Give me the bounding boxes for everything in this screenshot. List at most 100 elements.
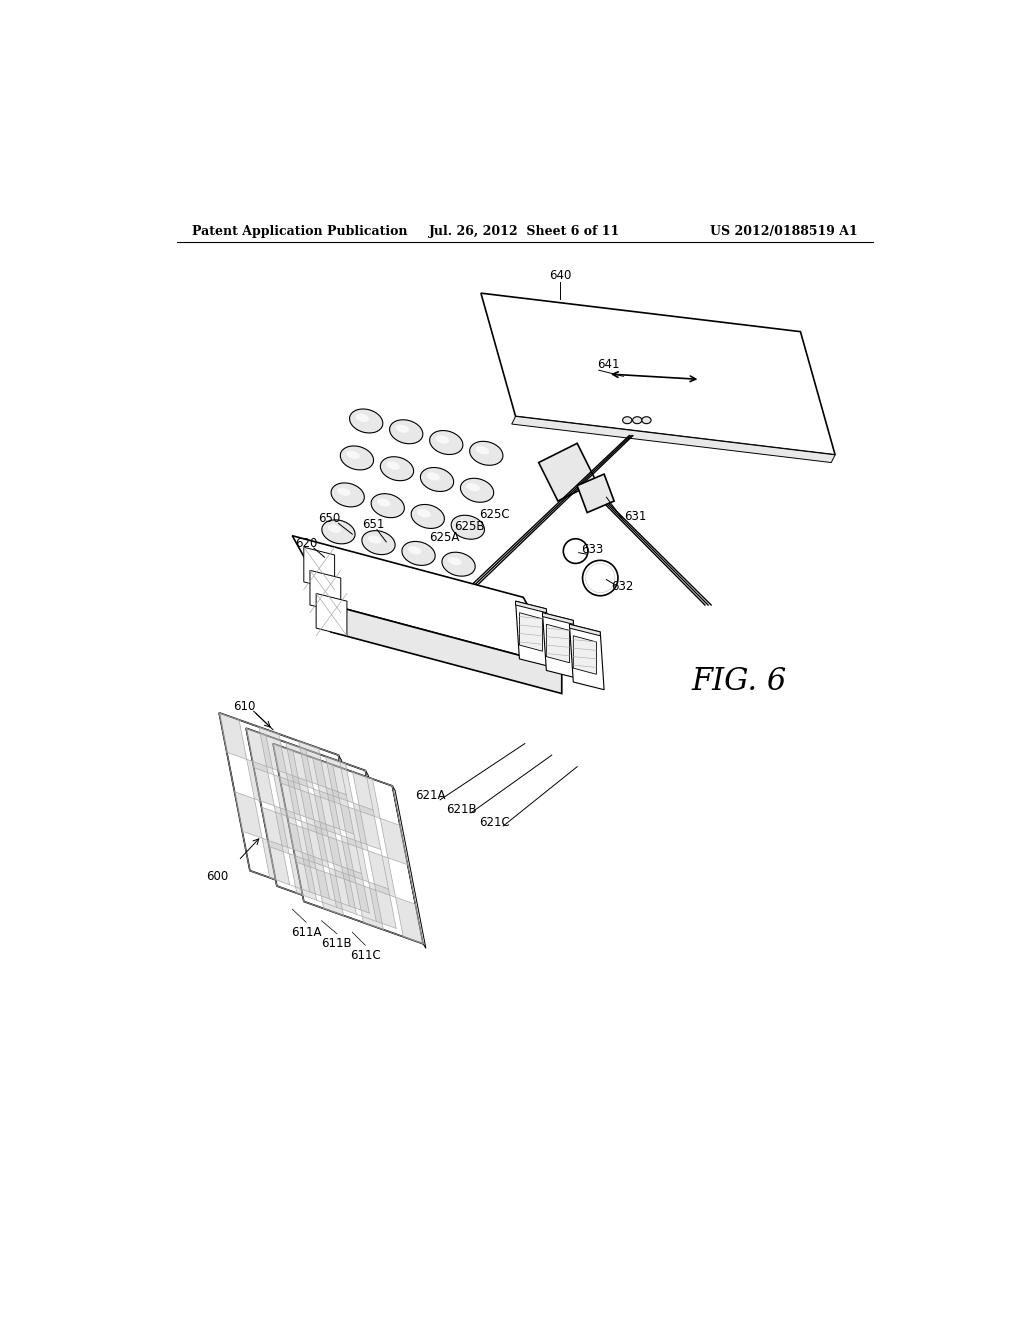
Ellipse shape	[452, 515, 484, 539]
Text: 620: 620	[295, 537, 317, 550]
Text: Patent Application Publication: Patent Application Publication	[193, 224, 408, 238]
Polygon shape	[519, 612, 543, 651]
Ellipse shape	[633, 417, 642, 424]
Polygon shape	[259, 727, 287, 774]
Text: 641: 641	[597, 358, 620, 371]
Polygon shape	[316, 594, 347, 636]
Polygon shape	[326, 756, 353, 803]
Polygon shape	[314, 820, 342, 866]
Ellipse shape	[563, 539, 588, 564]
Ellipse shape	[442, 552, 475, 576]
Ellipse shape	[380, 457, 414, 480]
Polygon shape	[286, 742, 313, 789]
Polygon shape	[273, 743, 423, 944]
Polygon shape	[395, 898, 423, 944]
Ellipse shape	[461, 478, 494, 502]
Ellipse shape	[371, 494, 404, 517]
Polygon shape	[289, 854, 316, 900]
Polygon shape	[234, 792, 262, 838]
Polygon shape	[312, 758, 340, 804]
Polygon shape	[515, 601, 550, 667]
Polygon shape	[339, 755, 372, 917]
Polygon shape	[273, 775, 301, 821]
Ellipse shape	[435, 436, 450, 444]
Polygon shape	[340, 804, 368, 851]
Ellipse shape	[401, 541, 435, 565]
Ellipse shape	[426, 473, 440, 480]
Polygon shape	[247, 759, 274, 805]
Text: FIG. 6: FIG. 6	[691, 667, 786, 697]
Polygon shape	[515, 601, 547, 612]
Polygon shape	[341, 836, 369, 882]
Polygon shape	[219, 713, 247, 759]
Text: 650: 650	[318, 512, 340, 525]
Text: 621B: 621B	[446, 803, 477, 816]
Text: 632: 632	[610, 579, 633, 593]
Polygon shape	[481, 293, 836, 455]
Text: 625C: 625C	[478, 508, 509, 520]
Text: 651: 651	[361, 517, 384, 531]
Ellipse shape	[368, 536, 381, 544]
Polygon shape	[246, 729, 396, 928]
Polygon shape	[299, 741, 327, 788]
Polygon shape	[302, 853, 330, 899]
Polygon shape	[316, 869, 344, 916]
Polygon shape	[273, 743, 301, 791]
Polygon shape	[274, 805, 302, 853]
Polygon shape	[368, 851, 395, 898]
Polygon shape	[219, 713, 370, 913]
Text: 611C: 611C	[350, 949, 381, 962]
Ellipse shape	[430, 430, 463, 454]
Ellipse shape	[421, 467, 454, 491]
Ellipse shape	[386, 462, 400, 470]
Text: 610: 610	[233, 700, 256, 713]
Polygon shape	[301, 791, 329, 837]
Text: Jul. 26, 2012  Sheet 6 of 11: Jul. 26, 2012 Sheet 6 of 11	[429, 224, 621, 238]
Polygon shape	[329, 837, 355, 883]
Ellipse shape	[340, 446, 374, 470]
Ellipse shape	[337, 487, 350, 496]
Polygon shape	[380, 818, 408, 865]
Polygon shape	[353, 803, 381, 850]
Polygon shape	[573, 636, 596, 675]
Polygon shape	[313, 789, 341, 836]
Polygon shape	[355, 883, 383, 929]
Polygon shape	[262, 838, 290, 884]
Polygon shape	[329, 867, 356, 915]
Polygon shape	[301, 821, 329, 867]
Ellipse shape	[642, 417, 651, 424]
Ellipse shape	[470, 441, 503, 465]
Text: 633: 633	[582, 543, 604, 556]
Polygon shape	[569, 624, 604, 689]
Ellipse shape	[389, 420, 423, 444]
Polygon shape	[512, 416, 836, 462]
Polygon shape	[539, 444, 596, 502]
Ellipse shape	[467, 483, 480, 491]
Ellipse shape	[417, 510, 431, 517]
Ellipse shape	[331, 483, 365, 507]
Text: 625B: 625B	[454, 520, 484, 533]
Text: 621C: 621C	[478, 816, 509, 829]
Polygon shape	[578, 474, 614, 512]
Ellipse shape	[412, 504, 444, 528]
Ellipse shape	[355, 413, 369, 422]
Polygon shape	[287, 774, 314, 820]
Polygon shape	[292, 536, 562, 667]
Ellipse shape	[377, 499, 391, 507]
Ellipse shape	[395, 425, 410, 433]
Ellipse shape	[583, 561, 617, 595]
Polygon shape	[392, 785, 426, 949]
Polygon shape	[342, 866, 370, 913]
Text: 611B: 611B	[322, 937, 352, 950]
Polygon shape	[366, 771, 399, 933]
Text: 621A: 621A	[416, 789, 446, 803]
Ellipse shape	[349, 409, 383, 433]
Polygon shape	[569, 624, 600, 636]
Polygon shape	[246, 729, 273, 775]
Text: 600: 600	[206, 870, 228, 883]
Polygon shape	[289, 822, 316, 869]
Text: 611A: 611A	[291, 925, 322, 939]
Ellipse shape	[476, 446, 489, 454]
Text: US 2012/0188519 A1: US 2012/0188519 A1	[710, 224, 857, 238]
Ellipse shape	[447, 557, 462, 565]
